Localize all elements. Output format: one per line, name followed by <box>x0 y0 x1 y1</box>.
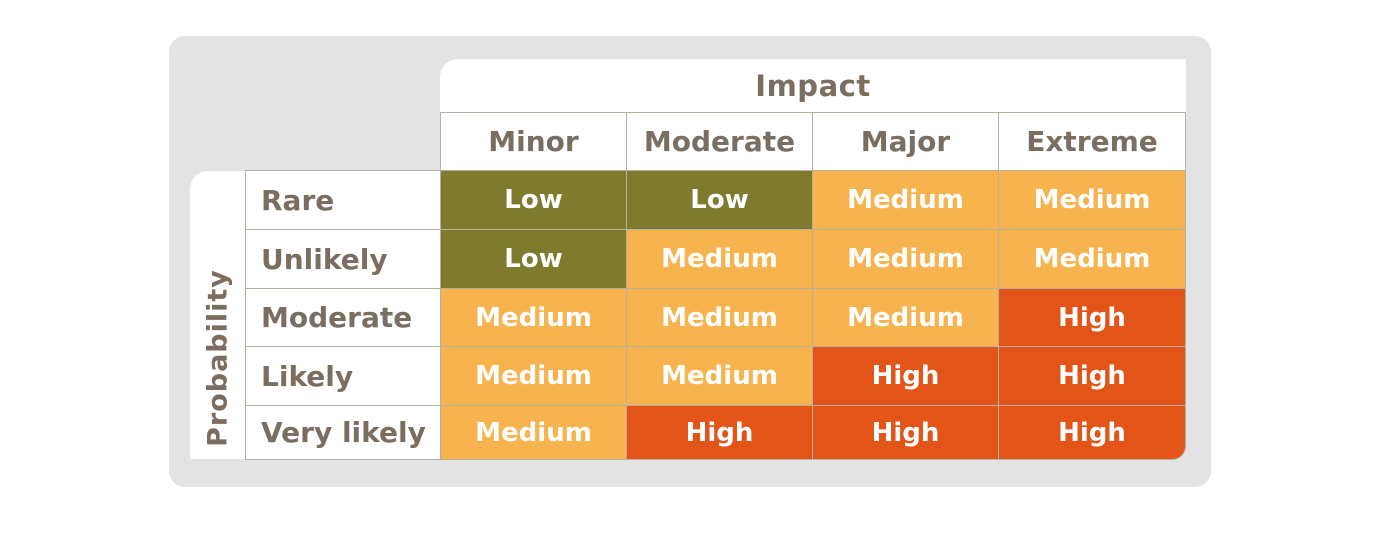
risk-cell-medium: Medium <box>440 405 627 460</box>
risk-cell-medium: Medium <box>998 170 1186 230</box>
risk-cell-medium: Medium <box>626 346 813 406</box>
risk-cell-high: High <box>998 346 1186 406</box>
probability-axis-title: Probability <box>202 269 234 447</box>
risk-cell-high: High <box>998 288 1186 347</box>
column-header-extreme: Extreme <box>998 112 1186 171</box>
risk-cell-medium: Medium <box>440 346 627 406</box>
risk-cell-low: Low <box>440 229 627 289</box>
column-header-major: Major <box>812 112 999 171</box>
risk-cell-high: High <box>998 405 1186 460</box>
column-header-moderate: Moderate <box>626 112 813 171</box>
row-header-likely: Likely <box>245 346 441 406</box>
risk-cell-high: High <box>626 405 813 460</box>
risk-cell-medium: Medium <box>812 170 999 230</box>
risk-cell-medium: Medium <box>812 288 999 347</box>
risk-cell-medium: Medium <box>626 288 813 347</box>
risk-cell-high: High <box>812 346 999 406</box>
column-header-minor: Minor <box>440 112 627 171</box>
risk-cell-high: High <box>812 405 999 460</box>
row-header-very-likely: Very likely <box>245 405 441 460</box>
probability-band <box>190 171 246 459</box>
risk-cell-low: Low <box>440 170 627 230</box>
impact-axis-title: Impact <box>440 59 1186 113</box>
row-header-rare: Rare <box>245 170 441 230</box>
risk-cell-medium: Medium <box>998 229 1186 289</box>
risk-cell-medium: Medium <box>626 229 813 289</box>
row-header-unlikely: Unlikely <box>245 229 441 289</box>
risk-cell-medium: Medium <box>812 229 999 289</box>
risk-cell-low: Low <box>626 170 813 230</box>
risk-cell-medium: Medium <box>440 288 627 347</box>
row-header-moderate: Moderate <box>245 288 441 347</box>
